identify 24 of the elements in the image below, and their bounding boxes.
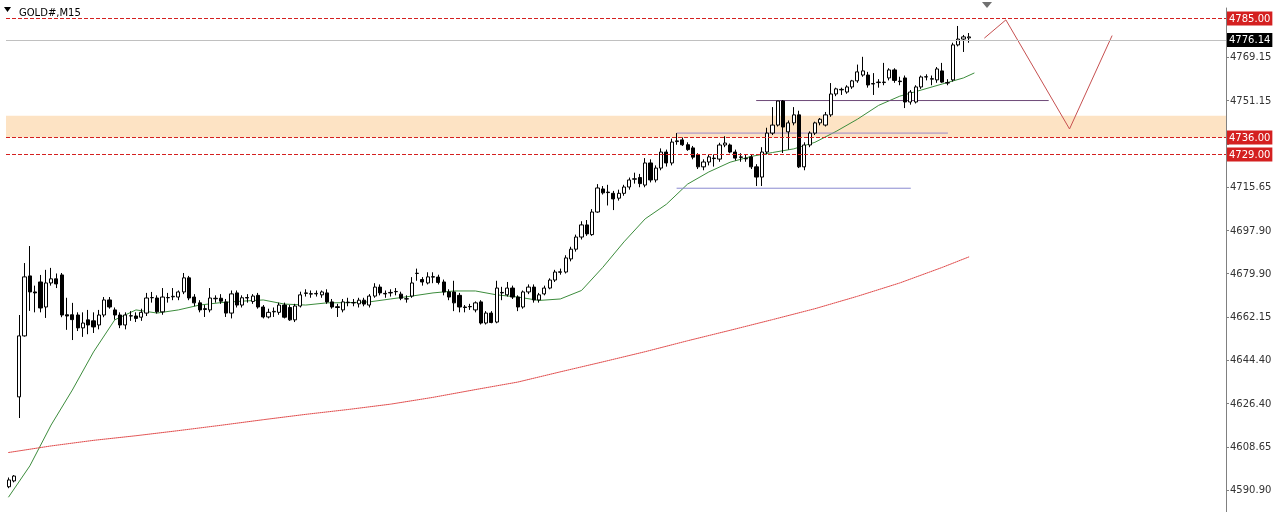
ref-line-label: 4736.00 — [1229, 131, 1271, 143]
y-tick-label: 4608.65 — [1230, 441, 1272, 453]
candlestick — [394, 287, 398, 296]
candlestick — [739, 152, 743, 163]
line-series — [8, 72, 975, 498]
candlestick — [410, 276, 414, 299]
candlestick — [415, 268, 419, 282]
ref-line-label: 4785.00 — [1229, 12, 1271, 24]
y-tick-label: 4626.40 — [1230, 398, 1272, 410]
chart-title: GOLD#,M15 — [19, 6, 81, 18]
y-tick-label: 4769.15 — [1230, 51, 1272, 63]
ref-line-label: 4729.00 — [1229, 148, 1271, 160]
y-tick-label: 4679.90 — [1230, 268, 1272, 280]
y-tick-label: 4644.40 — [1230, 354, 1272, 366]
y-tick-label: 4590.90 — [1230, 484, 1272, 496]
y-tick-label: 4751.15 — [1230, 95, 1272, 107]
line-series — [8, 256, 970, 453]
candlestick — [611, 190, 615, 211]
line-series — [984, 19, 1113, 130]
candlestick — [420, 276, 424, 287]
y-tick-label: 4662.15 — [1230, 311, 1272, 323]
ref-line-label: 4776.14 — [1229, 34, 1271, 46]
y-tick-label: 4715.65 — [1230, 181, 1272, 193]
y-tick-label: 4697.90 — [1230, 224, 1272, 236]
